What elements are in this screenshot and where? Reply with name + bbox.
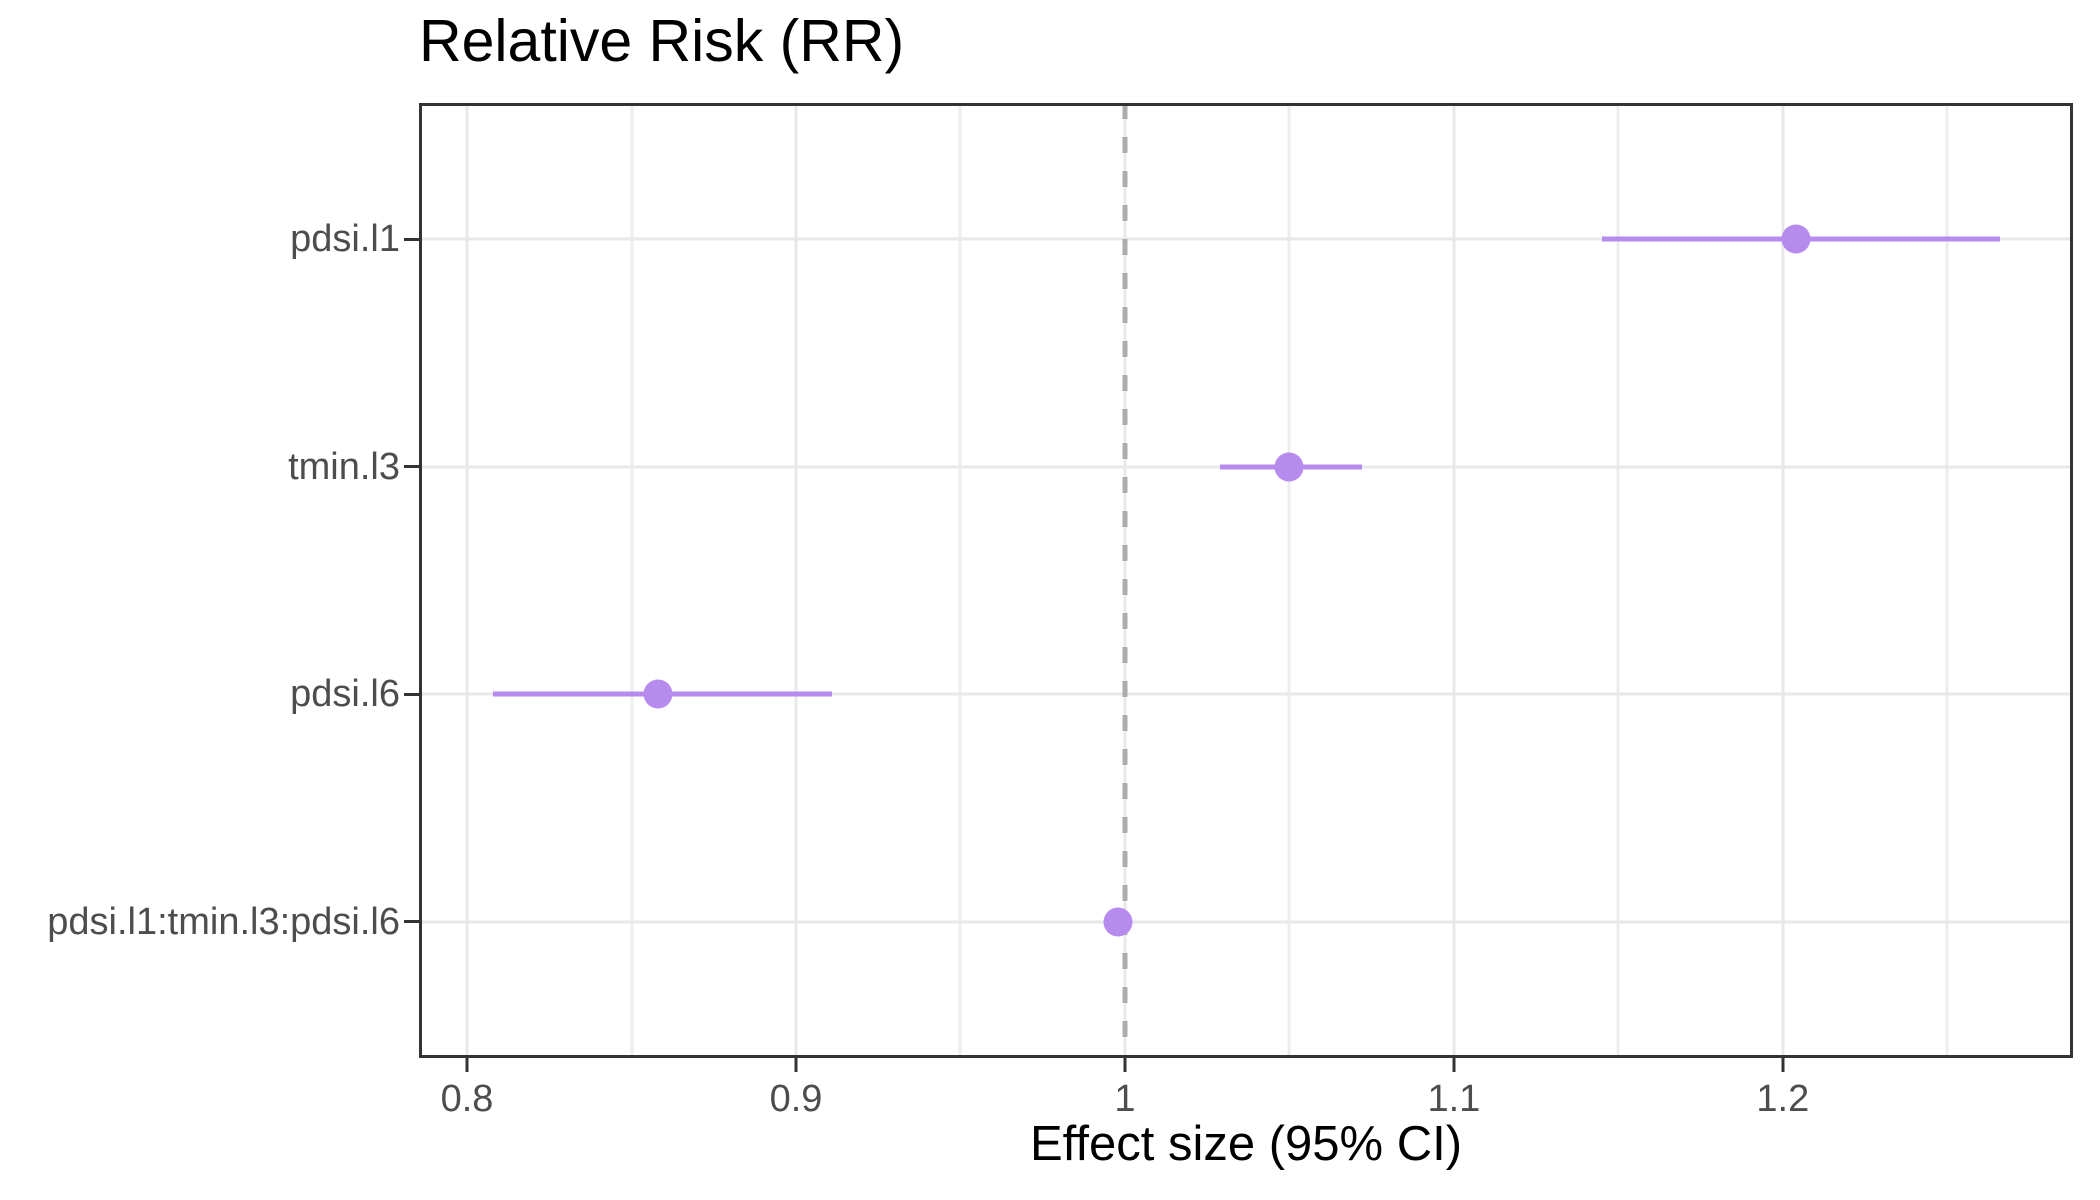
gridline-major-horizontal bbox=[419, 920, 2073, 924]
y-axis-tick bbox=[404, 692, 419, 696]
gridline-minor-vertical bbox=[958, 103, 962, 1058]
gridline-major-vertical bbox=[1452, 103, 1456, 1058]
gridline-major-vertical bbox=[465, 103, 469, 1058]
x-axis-tick bbox=[1781, 1058, 1785, 1072]
panel-content bbox=[419, 103, 2073, 1058]
gridline-major-vertical bbox=[1781, 103, 1785, 1058]
gridline-major-vertical bbox=[794, 103, 798, 1058]
y-axis-label: pdsi.l6 bbox=[290, 673, 400, 716]
y-axis-tick bbox=[404, 465, 419, 469]
gridline-major-horizontal bbox=[419, 692, 2073, 696]
point-marker bbox=[1781, 224, 1811, 254]
point-marker bbox=[1274, 452, 1304, 482]
x-axis-tick-label: 0.8 bbox=[440, 1078, 494, 1120]
x-axis-tick bbox=[465, 1058, 469, 1072]
plot-panel bbox=[419, 103, 2073, 1058]
y-axis-label: pdsi.l1 bbox=[290, 218, 400, 261]
gridline-minor-vertical bbox=[1287, 103, 1291, 1058]
gridline-minor-vertical bbox=[1616, 103, 1620, 1058]
x-axis-tick-label: 1 bbox=[1114, 1078, 1136, 1120]
y-axis-label: pdsi.l1:tmin.l3:pdsi.l6 bbox=[47, 900, 400, 943]
y-axis-tick bbox=[404, 920, 419, 924]
x-axis-tick bbox=[794, 1058, 798, 1072]
point-marker bbox=[1103, 907, 1133, 937]
gridline-major-horizontal bbox=[419, 237, 2073, 241]
reference-line-dashed bbox=[1122, 103, 1128, 1058]
x-axis-tick-label: 1.2 bbox=[1756, 1078, 1810, 1120]
point-marker bbox=[643, 679, 673, 709]
x-axis-tick bbox=[1452, 1058, 1456, 1072]
y-axis-tick bbox=[404, 237, 419, 241]
x-axis-tick-label: 1.1 bbox=[1427, 1078, 1481, 1120]
plot-title: Relative Risk (RR) bbox=[419, 8, 905, 74]
gridline-minor-vertical bbox=[1945, 103, 1949, 1058]
x-axis-tick-label: 0.9 bbox=[769, 1078, 823, 1120]
gridline-minor-vertical bbox=[630, 103, 633, 1058]
y-axis-label: tmin.l3 bbox=[288, 445, 400, 488]
x-axis-title: Effect size (95% CI) bbox=[1029, 1117, 1463, 1171]
x-axis-tick bbox=[1123, 1058, 1127, 1072]
